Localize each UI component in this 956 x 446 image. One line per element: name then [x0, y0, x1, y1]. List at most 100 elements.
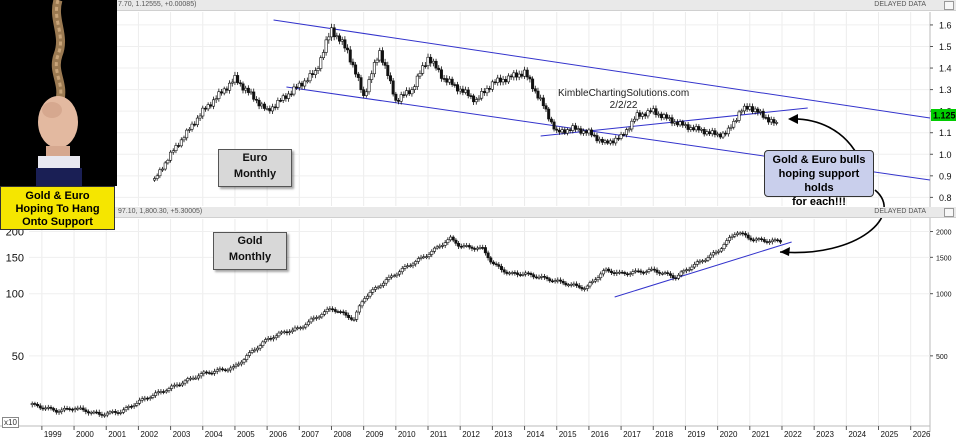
gold-candle-body [274, 335, 278, 339]
euro-candle-body [276, 100, 280, 108]
euro-candle-body [689, 127, 693, 130]
gold-candle-body [282, 331, 286, 334]
gold-candle-body [92, 411, 96, 414]
gold-candle-body [754, 238, 758, 241]
euro-candle-body [236, 75, 240, 84]
gold-candle-body [499, 266, 503, 271]
gold-ytick-left-label: 100 [6, 289, 24, 301]
euro-candle-body [220, 91, 224, 94]
euro-candle-body [249, 91, 253, 94]
bottom-panel-maximize-icon[interactable] [944, 208, 954, 217]
gold-candle-body [113, 411, 117, 413]
gold-candle-body [685, 269, 689, 272]
euro-candle-body [300, 82, 304, 87]
gold-candle-body [655, 269, 659, 273]
gold-candle-body [52, 408, 56, 411]
gold-candle-body [408, 265, 412, 267]
gold-candle-body [221, 368, 225, 371]
gold-candle-body [186, 378, 190, 382]
gold-candle-body [269, 338, 273, 340]
gold-candle-body [298, 327, 302, 329]
euro-candle-body [560, 129, 564, 133]
gold-candle-body [384, 279, 388, 284]
gold-candle-body [272, 337, 276, 340]
gold-candle-body [652, 268, 656, 271]
gold-candle-body [57, 411, 61, 413]
price-badge-text: 1.125 [933, 111, 956, 121]
euro-candle-body [552, 121, 556, 130]
gold-candle-body [741, 232, 745, 235]
gold-candle-body [623, 272, 627, 275]
x-tick-label: 2014 [527, 430, 545, 439]
gold-candle-body [727, 237, 731, 241]
gold-label-line-2: Monthly [228, 251, 272, 263]
euro-candle-body [630, 120, 634, 130]
gold-candle-body [435, 246, 439, 249]
euro-candle-body [203, 107, 207, 110]
gold-candle-body [175, 384, 179, 387]
euro-candle-body [702, 128, 706, 135]
gold-candle-body [642, 272, 646, 274]
euro-candle-body [708, 131, 712, 135]
gold-candle-body [162, 391, 166, 393]
caption-line-1: Gold & Euro [25, 190, 90, 202]
euro-candle-body [721, 132, 725, 138]
euro-candle-body [206, 104, 210, 110]
gold-candle-body [205, 371, 209, 374]
x-tick-label: 2009 [366, 430, 384, 439]
gold-candle-body [572, 283, 576, 286]
euro-candle-body [592, 134, 596, 137]
euro-candle-body [268, 108, 272, 112]
gold-candle-body [628, 273, 632, 275]
gold-candle-body [357, 305, 361, 313]
euro-candle-body [549, 118, 553, 123]
euro-candle-body [654, 108, 658, 115]
euro-candle-body [461, 88, 465, 93]
euro-candle-body [185, 129, 189, 139]
euro-candle-body [429, 56, 433, 64]
gold-candle-body [226, 369, 230, 372]
gold-candle-body [510, 272, 514, 274]
euro-candle-body [456, 84, 460, 92]
euro-candle-body [659, 113, 663, 119]
gold-candle-body [636, 270, 640, 273]
gold-candle-body [430, 251, 434, 255]
top-panel-maximize-icon[interactable] [944, 1, 954, 10]
gold-candle-body [38, 405, 42, 409]
euro-candle-body [622, 134, 626, 136]
euro-candle-body [595, 135, 599, 142]
euro-candle-body [598, 138, 602, 142]
euro-candle-body [520, 73, 524, 77]
gold-candle-body [215, 369, 219, 372]
euro-candle-body [169, 151, 173, 161]
gold-candle-body [349, 317, 353, 320]
gold-candle-body [457, 243, 461, 247]
gold-candle-body [760, 238, 764, 240]
gold-candle-body [124, 407, 128, 411]
x-tick-label: 2011 [430, 430, 448, 439]
euro-candle-body [166, 159, 170, 164]
euro-candle-body [364, 91, 368, 96]
euro-candle-body [214, 98, 218, 101]
gold-candle-body [467, 245, 471, 248]
euro-candle-body [252, 91, 256, 100]
gold-candle-body [497, 264, 501, 267]
gold-candle-body [719, 248, 723, 252]
gold-candle-body [462, 245, 466, 248]
gold-candle-body [403, 266, 407, 269]
gold-candle-body [470, 246, 474, 249]
gold-candle-body [593, 279, 597, 282]
euro-candle-body [724, 132, 728, 135]
gold-candle-body [521, 273, 525, 276]
gold-candle-body [532, 274, 536, 278]
gold-candle-body [483, 247, 487, 254]
euro-candle-body [340, 39, 344, 42]
gold-candle-body [693, 264, 697, 268]
euro-ytick-label: 1.6 [939, 20, 952, 30]
gold-candle-body [183, 380, 187, 384]
euro-candle-body [254, 98, 258, 101]
euro-candle-body [415, 75, 419, 87]
gold-candle-body [376, 286, 380, 289]
euro-candle-body [512, 72, 516, 78]
euro-candle-body [729, 126, 733, 129]
